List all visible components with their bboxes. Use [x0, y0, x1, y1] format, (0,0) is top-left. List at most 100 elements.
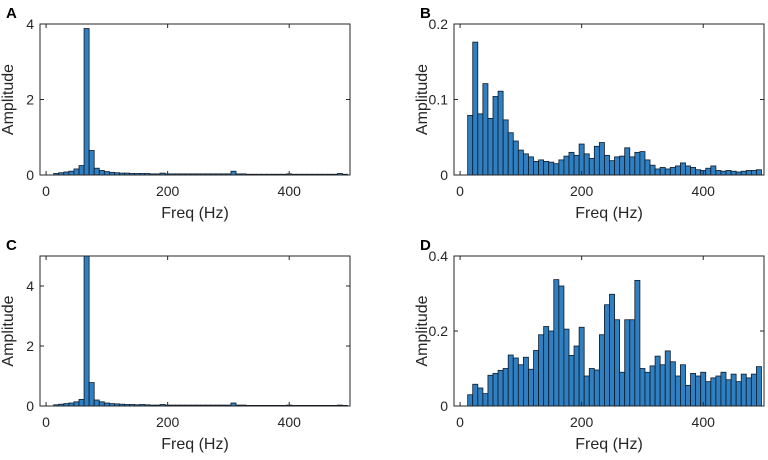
bar-b-29	[609, 160, 615, 176]
bar-d-15	[538, 334, 545, 407]
bar-b-46	[695, 169, 702, 176]
x-tick-label-a-400: 400	[278, 183, 302, 199]
bar-d-28	[604, 304, 610, 407]
bar-d-6	[492, 372, 499, 407]
bar-b-9	[507, 132, 514, 176]
panel-d: 0 200 400 0 0.2 0.4 Freq (Hz) Amplitude D	[414, 237, 765, 453]
bar-c-7	[83, 255, 90, 407]
bar-d-19	[558, 285, 565, 407]
bar-b-39	[659, 167, 666, 176]
bar-b-5	[487, 117, 494, 176]
bar-b-48	[705, 167, 712, 176]
bar-d-56	[745, 377, 752, 407]
bar-d-8	[502, 368, 509, 407]
x-tick-label-b-400: 400	[692, 183, 716, 199]
bar-b-17	[548, 161, 555, 176]
bar-b-6	[492, 96, 499, 176]
bar-b-25	[588, 157, 595, 176]
bar-b-44	[685, 165, 691, 176]
bar-d-14	[533, 350, 539, 407]
panel-b: 0 200 400 0 0.1 0.2 Freq (Hz) Amplitude B	[414, 5, 765, 222]
bar-b-34	[634, 151, 641, 176]
y-axis-label-c: Amplitude	[0, 295, 17, 366]
bar-a-5	[73, 168, 80, 176]
bar-d-25	[588, 368, 595, 407]
x-axis-label-d: Freq (Hz)	[575, 436, 643, 453]
bar-c-9	[93, 399, 100, 407]
bar-d-45	[690, 372, 697, 407]
bar-b-56	[745, 170, 752, 176]
bar-b-4	[482, 83, 489, 176]
bar-d-30	[614, 319, 621, 407]
bar-c-6	[78, 398, 85, 407]
bar-b-45	[690, 167, 697, 176]
bar-b-8	[502, 119, 509, 176]
x-tick-label-a-200: 200	[156, 183, 180, 199]
y-tick-label-b-0: 0	[440, 167, 448, 183]
bar-d-47	[700, 371, 707, 407]
y-axis-label-d: Amplitude	[414, 295, 431, 366]
bar-b-43	[680, 162, 686, 176]
x-tick-label-b-0: 0	[456, 183, 464, 199]
bar-d-43	[680, 364, 686, 407]
bar-b-31	[619, 155, 626, 176]
bar-d-16	[543, 326, 550, 407]
bar-a-11	[103, 171, 110, 176]
y-tick-label-d-0.4: 0.4	[429, 248, 449, 264]
bar-d-50	[715, 375, 722, 407]
bar-b-19	[558, 159, 565, 176]
bar-d-58	[756, 366, 762, 407]
bar-b-35	[639, 151, 646, 176]
bar-a-10	[98, 170, 105, 176]
panel-letter-c: C	[6, 237, 17, 254]
bar-d-57	[750, 373, 757, 407]
bar-d-5	[487, 374, 494, 407]
bar-d-4	[482, 393, 489, 407]
bar-d-33	[629, 319, 636, 407]
bar-c-10	[98, 401, 105, 407]
bar-b-18	[553, 163, 560, 176]
y-tick-label-c-0: 0	[26, 398, 34, 414]
bar-b-13	[528, 156, 534, 176]
bar-b-7	[497, 90, 504, 176]
bar-d-7	[497, 369, 504, 407]
bar-b-15	[538, 159, 545, 176]
panel-c: 0 200 400 0 2 4 Freq (Hz) Amplitude C	[0, 237, 351, 453]
x-tick-label-d-200: 200	[570, 414, 594, 430]
bar-d-27	[598, 334, 605, 407]
bar-d-54	[735, 381, 742, 407]
bar-d-31	[619, 371, 626, 407]
bar-d-51	[720, 371, 727, 407]
x-tick-label-c-200: 200	[156, 414, 180, 430]
y-axis-label-a: Amplitude	[0, 64, 17, 135]
y-tick-label-a-2: 2	[26, 92, 34, 108]
bar-c-8	[88, 382, 95, 407]
bar-b-42	[674, 165, 681, 176]
bar-d-23	[578, 326, 585, 407]
y-tick-label-b-0.2: 0.2	[429, 16, 449, 32]
bar-d-35	[639, 368, 646, 407]
bar-d-38	[654, 355, 661, 407]
x-axis-label-c: Freq (Hz)	[161, 436, 229, 453]
bar-d-46	[695, 375, 702, 407]
bar-a-7	[83, 28, 90, 176]
panel-a: 0 200 400 0 2 4 Freq (Hz) Amplitude A	[0, 5, 351, 222]
bar-b-28	[604, 154, 610, 176]
bar-b-2	[472, 41, 479, 176]
panel-letter-a: A	[6, 5, 17, 22]
bar-d-20	[563, 328, 570, 407]
bar-b-55	[740, 170, 747, 176]
bar-d-21	[568, 354, 575, 407]
bar-a-6	[78, 165, 85, 176]
bar-d-40	[664, 350, 671, 407]
bar-b-3	[477, 113, 484, 176]
bar-b-21	[568, 151, 575, 176]
bar-b-1	[467, 114, 474, 176]
bar-d-2	[472, 383, 479, 407]
bar-d-52	[725, 379, 732, 407]
x-tick-label-a-0: 0	[42, 183, 50, 199]
bar-d-53	[730, 373, 737, 407]
bar-b-24	[583, 153, 590, 176]
bar-b-32	[624, 147, 631, 176]
